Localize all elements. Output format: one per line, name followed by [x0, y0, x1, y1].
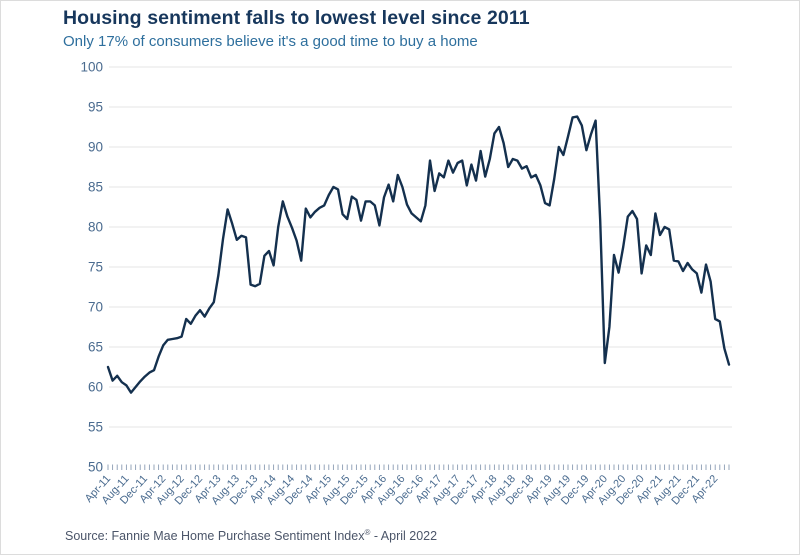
svg-text:55: 55 — [88, 420, 103, 435]
source-date: - April 2022 — [370, 529, 438, 543]
chart-subtitle: Only 17% of consumers believe it's a goo… — [63, 33, 478, 50]
source-text: Source: Fannie Mae Home Purchase Sentime… — [65, 529, 365, 543]
chart-title: Housing sentiment falls to lowest level … — [63, 7, 530, 29]
svg-text:95: 95 — [88, 100, 103, 115]
svg-text:65: 65 — [88, 340, 103, 355]
svg-text:100: 100 — [80, 60, 103, 75]
registered-trademark-symbol: ® — [364, 527, 371, 537]
source-note: Source: Fannie Mae Home Purchase Sentime… — [65, 527, 438, 543]
svg-text:90: 90 — [88, 140, 103, 155]
svg-text:75: 75 — [88, 260, 103, 275]
svg-text:80: 80 — [88, 220, 103, 235]
svg-text:60: 60 — [88, 380, 103, 395]
svg-text:85: 85 — [88, 180, 103, 195]
svg-text:50: 50 — [88, 460, 103, 475]
svg-text:70: 70 — [88, 300, 103, 315]
